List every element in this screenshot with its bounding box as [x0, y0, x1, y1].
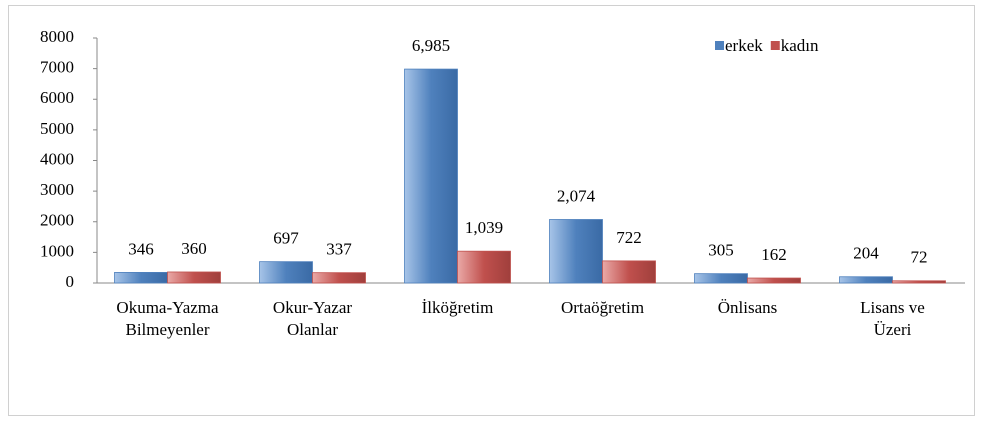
- bar: [839, 276, 893, 284]
- legend-swatch: [715, 41, 724, 50]
- value-label: 162: [761, 245, 787, 264]
- value-label: 346: [128, 239, 154, 258]
- x-tick-label: Okuma-Yazma Bilmeyenler: [116, 298, 219, 339]
- bar: [747, 277, 801, 284]
- bar: [259, 261, 313, 284]
- value-label: 1,039: [465, 218, 503, 237]
- x-tick-label: Lisans ve Üzeri: [860, 298, 925, 339]
- y-tick-label: 8000: [40, 27, 74, 46]
- value-label: 697: [273, 229, 299, 248]
- value-label: 722: [616, 228, 642, 247]
- bar: [312, 272, 366, 284]
- y-tick-label: 6000: [40, 88, 74, 107]
- value-label: 337: [326, 240, 352, 259]
- y-tick-label: 0: [66, 272, 75, 291]
- y-tick-label: 2000: [40, 211, 74, 230]
- value-label: 6,985: [412, 36, 450, 55]
- legend-label: erkek: [725, 36, 763, 55]
- value-label: 2,074: [557, 186, 596, 205]
- value-label: 360: [181, 239, 207, 258]
- x-tick-label: Önlisans: [718, 298, 778, 317]
- bar: [404, 68, 458, 284]
- bar: [114, 272, 168, 284]
- value-label: 72: [911, 248, 928, 267]
- value-label: 204: [853, 244, 879, 263]
- x-tick-label: İlköğretim: [422, 298, 494, 317]
- bar: [549, 219, 603, 284]
- bar: [457, 250, 511, 284]
- y-tick-label: 3000: [40, 180, 74, 199]
- legend-swatch: [770, 41, 780, 50]
- bar: [694, 273, 748, 284]
- value-label: 305: [708, 241, 734, 260]
- bar: [892, 280, 946, 284]
- y-tick-label: 7000: [40, 58, 74, 77]
- x-tick-label: Okur-Yazar Olanlar: [273, 298, 352, 339]
- bar: [602, 260, 656, 284]
- x-tick-label: Ortaöğretim: [561, 298, 644, 317]
- y-tick-label: 5000: [40, 119, 74, 138]
- y-tick-label: 4000: [40, 149, 74, 168]
- chart-border: [8, 5, 975, 416]
- bar: [167, 271, 221, 284]
- legend-label: kadın: [781, 36, 819, 55]
- y-tick-label: 1000: [40, 241, 74, 260]
